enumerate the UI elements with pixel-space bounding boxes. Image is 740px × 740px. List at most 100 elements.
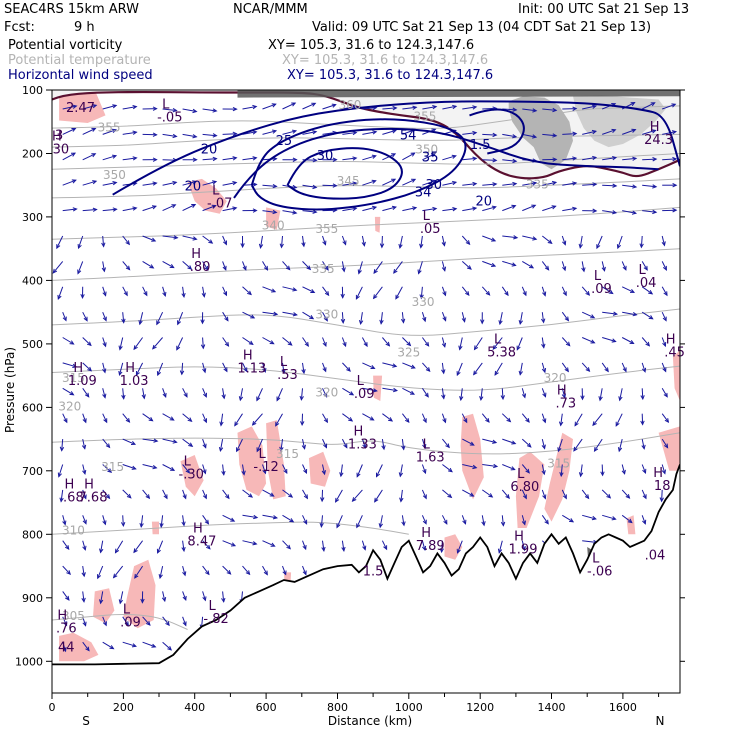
wind-arrow-shaft-137 [182, 235, 197, 240]
wind-arrow-shaft-86 [122, 616, 129, 626]
wind-arrow-502 [582, 104, 598, 110]
wind-arrow-head-512 [585, 367, 591, 372]
wind-arrow-10 [62, 362, 78, 368]
wind-arrow-head-206 [234, 421, 239, 427]
wind-arrow-head-374 [422, 469, 427, 475]
wind-arrow-560 [641, 261, 648, 271]
pv-extremum-value-31: .04 [645, 549, 666, 564]
wind-arrow-222 [262, 311, 279, 316]
wind-arrow-head-515 [573, 446, 578, 452]
wind-arrow-shaft-165 [202, 413, 207, 423]
wind-arrow-head-237 [292, 210, 298, 215]
wind-arrow-shaft-330 [381, 235, 383, 248]
wind-arrow-shaft-52 [102, 312, 107, 321]
x-tick-label-1200: 1200 [466, 701, 494, 714]
wind-arrow-head-397 [472, 130, 478, 136]
wind-arrow-73 [122, 286, 128, 297]
wind-arrow-shaft-336 [382, 387, 397, 392]
wind-arrow-274 [322, 183, 338, 188]
wind-arrow-572 [662, 130, 678, 135]
wind-arrow-532 [592, 413, 603, 427]
wind-contour-0 [112, 100, 680, 196]
wind-arrow-187 [218, 439, 224, 453]
wind-arrow-shaft-477 [541, 362, 546, 373]
wind-arrow-shaft-475 [541, 312, 545, 323]
wind-arrow-head-373 [422, 443, 427, 450]
wind-arrow-head-149 [181, 546, 186, 553]
wind-arrow-head-277 [324, 265, 329, 271]
wind-arrow-shaft-425 [480, 388, 483, 400]
pv-extremum-letter-18: H [354, 425, 364, 440]
wind-arrow-47 [102, 181, 118, 186]
wind-arrow-head-513 [580, 395, 585, 401]
wind-arrow-240 [282, 286, 298, 292]
isentrope-label-5: 330 [315, 308, 338, 322]
wind-arrow-shaft-329 [382, 206, 397, 212]
wind-arrow-shaft-387 [441, 337, 446, 347]
wind-arrow-415 [482, 132, 498, 138]
wind-arrow-104 [139, 515, 144, 529]
wind-arrow-shaft-582 [661, 388, 668, 398]
wind-arrow-head-96 [138, 320, 143, 326]
wind-arrow-head-108 [146, 621, 151, 626]
wind-arrow-shaft-317 [362, 362, 375, 369]
wind-label-8: 20 [476, 195, 493, 210]
wind-arrow-head-321 [356, 472, 361, 478]
wind-arrow-shaft-482 [541, 489, 546, 499]
wind-arrow-489 [562, 206, 578, 212]
wind-arrow-head-190 [230, 517, 236, 522]
wind-arrow-shaft-409 [462, 438, 475, 446]
wind-arrow-head-273 [332, 157, 338, 162]
wind-arrow-head-119 [152, 344, 157, 350]
wind-arrow-head-521 [611, 128, 617, 134]
wind-arrow-head-384 [441, 266, 447, 272]
wind-arrow-504 [582, 155, 598, 161]
wind-arrow-head-539 [632, 156, 638, 161]
pv-extremum-value-24: .68 [63, 490, 84, 505]
org-label: NCAR/MMM [233, 2, 308, 17]
wind-arrow-220 [262, 261, 269, 271]
wind-arrow-head-536 [611, 516, 617, 521]
pv-positive-region-13 [672, 350, 680, 401]
wind-arrow-head-529 [611, 338, 617, 343]
wind-arrow-242 [282, 337, 293, 346]
wind-arrow-278 [322, 286, 330, 297]
wind-arrow-377 [421, 540, 427, 552]
y-tick-label-400: 400 [22, 274, 43, 287]
wind-arrow-head-227 [256, 447, 261, 453]
wind-arrow-shaft-232 [262, 565, 268, 575]
wind-arrow-head-191 [230, 542, 237, 547]
wind-arrow-shaft-580 [661, 337, 666, 347]
wind-arrow-head-3 [71, 179, 77, 184]
wind-arrow-shaft-203 [242, 337, 254, 345]
wind-arrow-232 [262, 565, 268, 576]
wind-arrow-432 [502, 133, 518, 139]
wind-arrow-68 [122, 156, 138, 161]
wind-arrow-189 [222, 489, 230, 500]
wind-arrow-159 [202, 261, 209, 271]
wind-arrow-head-455 [529, 264, 535, 269]
wind-arrow-shaft-187 [219, 439, 224, 451]
wind-arrow-head-447 [500, 521, 506, 527]
wind-arrow-head-404 [461, 317, 466, 323]
wind-arrow-shaft-278 [322, 286, 330, 296]
wind-arrow-head-160 [201, 292, 206, 298]
wind-arrow-shaft-74 [122, 312, 125, 323]
wind-arrow-103 [142, 489, 151, 500]
wind-arrow-head-327 [391, 153, 397, 158]
wind-arrow-shaft-79 [122, 438, 136, 445]
wind-arrow-shaft-211 [242, 540, 257, 545]
wind-arrow-head-200 [242, 265, 247, 271]
wind-arrow-shaft-169 [202, 515, 209, 524]
wind-contour-2 [250, 118, 467, 211]
wind-arrow-350 [395, 286, 403, 300]
wind-arrow-shaft-2 [62, 152, 76, 161]
wind-arrow-head-63 [99, 599, 104, 605]
wind-arrow-256 [302, 209, 318, 214]
wind-arrow-171 [202, 565, 210, 576]
wind-arrow-99 [141, 388, 146, 400]
wind-arrow-201 [242, 286, 252, 296]
wind-arrow-319 [362, 413, 375, 421]
wind-arrow-136 [182, 204, 197, 212]
wind-arrow-534 [600, 464, 605, 477]
